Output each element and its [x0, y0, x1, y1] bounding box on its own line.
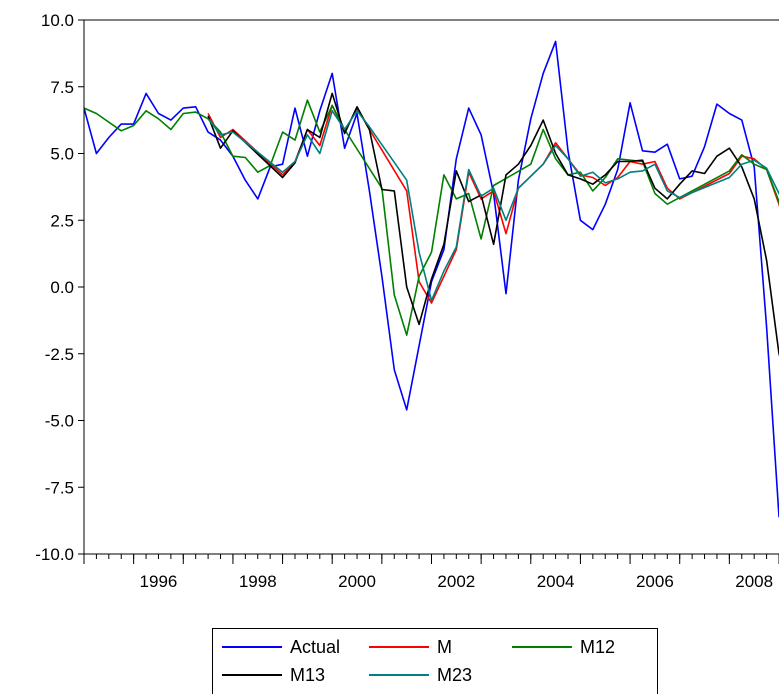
- legend: Actual M M12 M13 M23: [212, 628, 658, 695]
- y-tick-label: 7.5: [50, 78, 74, 97]
- series-line-m12: [84, 99, 779, 336]
- y-tick-label: -10.0: [35, 545, 74, 564]
- y-tick-label: -5.0: [45, 412, 74, 431]
- x-tick-label: 1998: [239, 572, 277, 591]
- legend-label-m: M: [437, 637, 452, 657]
- y-tick-label: 2.5: [50, 211, 74, 230]
- x-tick-label: 2000: [338, 572, 376, 591]
- x-tick-label: 2004: [537, 572, 575, 591]
- series-line-m23: [207, 110, 779, 302]
- y-tick-label: 5.0: [50, 145, 74, 164]
- y-tick-label: 0.0: [50, 278, 74, 297]
- legend-label-m12: M12: [580, 637, 615, 657]
- series-layer: [84, 40, 779, 518]
- x-tick-label: 2006: [636, 572, 674, 591]
- legend-label-actual: Actual: [290, 637, 340, 657]
- x-tick-label: 1996: [140, 572, 178, 591]
- y-tick-label: 10.0: [41, 11, 74, 30]
- series-line-m13: [207, 92, 779, 357]
- y-tick-label: -2.5: [45, 345, 74, 364]
- legend-box: [212, 628, 658, 695]
- axis-layer: 10.0 7.5 5.0 2.5 0.0 -2.5 -5.0 -7.5 -10.0 1996 199…: [35, 11, 779, 591]
- y-tick-label: -7.5: [45, 478, 74, 497]
- legend-label-m23: M23: [437, 665, 472, 685]
- legend-label-m13: M13: [290, 665, 325, 685]
- x-tick-label: 2008: [735, 572, 773, 591]
- x-tick-label: 2002: [437, 572, 475, 591]
- series-line-m: [207, 104, 779, 304]
- series-line-actual: [84, 40, 779, 518]
